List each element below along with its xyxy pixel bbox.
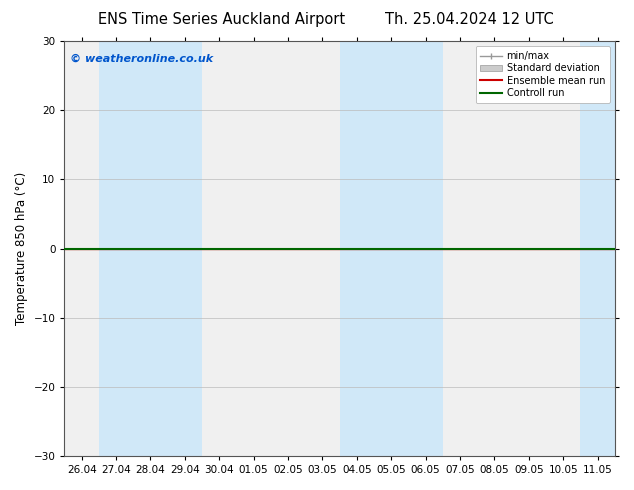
Bar bbox=[581, 41, 615, 456]
Bar bbox=[99, 41, 202, 456]
Text: Th. 25.04.2024 12 UTC: Th. 25.04.2024 12 UTC bbox=[385, 12, 553, 27]
Bar bbox=[340, 41, 443, 456]
Y-axis label: Temperature 850 hPa (°C): Temperature 850 hPa (°C) bbox=[15, 172, 28, 325]
Text: ENS Time Series Auckland Airport: ENS Time Series Auckland Airport bbox=[98, 12, 346, 27]
Legend: min/max, Standard deviation, Ensemble mean run, Controll run: min/max, Standard deviation, Ensemble me… bbox=[476, 46, 610, 103]
Text: © weatheronline.co.uk: © weatheronline.co.uk bbox=[70, 54, 213, 64]
